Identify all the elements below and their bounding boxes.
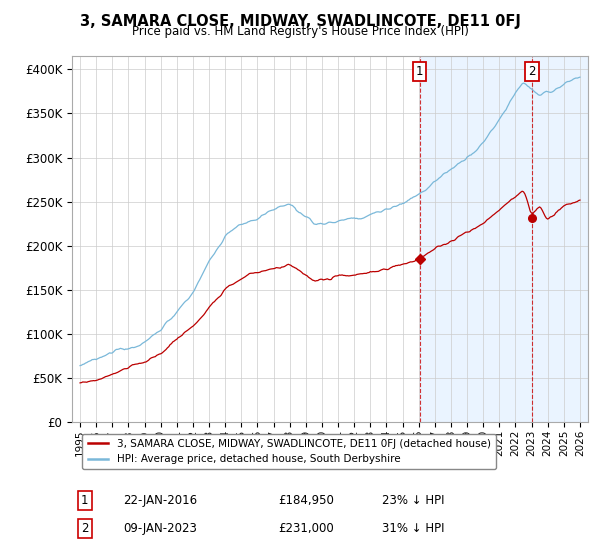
Text: 09-JAN-2023: 09-JAN-2023: [124, 522, 197, 535]
Text: 2: 2: [528, 65, 536, 78]
Text: £231,000: £231,000: [278, 522, 334, 535]
Text: 22-JAN-2016: 22-JAN-2016: [124, 494, 198, 507]
Text: 31% ↓ HPI: 31% ↓ HPI: [382, 522, 444, 535]
Text: 1: 1: [81, 494, 89, 507]
Text: Price paid vs. HM Land Registry's House Price Index (HPI): Price paid vs. HM Land Registry's House …: [131, 25, 469, 38]
Text: 23% ↓ HPI: 23% ↓ HPI: [382, 494, 444, 507]
Text: 1: 1: [416, 65, 424, 78]
Bar: [419, 56, 588, 422]
Text: £184,950: £184,950: [278, 494, 334, 507]
Legend: 3, SAMARA CLOSE, MIDWAY, SWADLINCOTE, DE11 0FJ (detached house), HPI: Average pr: 3, SAMARA CLOSE, MIDWAY, SWADLINCOTE, DE…: [82, 434, 496, 469]
Text: 2: 2: [81, 522, 89, 535]
Text: 3, SAMARA CLOSE, MIDWAY, SWADLINCOTE, DE11 0FJ: 3, SAMARA CLOSE, MIDWAY, SWADLINCOTE, DE…: [80, 14, 520, 29]
